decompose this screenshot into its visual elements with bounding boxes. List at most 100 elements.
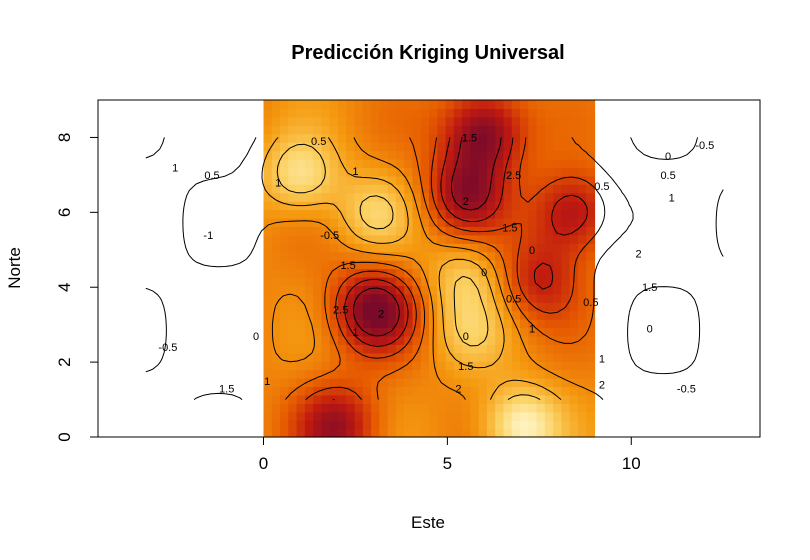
raster-cell xyxy=(511,327,521,337)
raster-cell xyxy=(379,420,389,430)
raster-cell xyxy=(304,327,314,337)
raster-cell xyxy=(379,116,389,126)
raster-cell xyxy=(470,260,480,270)
x-axis: 0 5 10 xyxy=(259,436,641,473)
raster-cell xyxy=(337,150,347,160)
raster-cell xyxy=(437,243,447,253)
raster-cell xyxy=(520,344,529,354)
raster-cell xyxy=(511,192,521,202)
raster-cell xyxy=(371,302,380,312)
raster-cell xyxy=(577,403,587,413)
raster-cell xyxy=(528,285,538,295)
raster-cell xyxy=(337,243,347,253)
raster-cell xyxy=(470,302,480,312)
raster-cell xyxy=(511,361,521,371)
raster-cell xyxy=(313,403,323,413)
raster-cell xyxy=(371,344,380,354)
x-tick-label: 10 xyxy=(622,454,641,473)
raster-cell xyxy=(395,394,405,404)
raster-cell xyxy=(313,226,323,236)
raster-cell xyxy=(520,268,529,278)
raster-cell xyxy=(280,293,289,303)
raster-cell xyxy=(387,403,397,413)
raster-cell xyxy=(304,335,314,345)
raster-cell xyxy=(544,403,554,413)
raster-cell xyxy=(429,378,438,388)
raster-cell xyxy=(553,310,562,320)
raster-cell xyxy=(280,116,289,126)
raster-cell xyxy=(362,302,372,312)
raster-cell xyxy=(445,335,455,345)
raster-cell xyxy=(536,133,546,143)
contour-label: 2 xyxy=(636,249,642,261)
raster-cell xyxy=(271,150,281,160)
raster-cell xyxy=(288,344,298,354)
raster-cell xyxy=(371,403,380,413)
raster-cell xyxy=(586,234,596,244)
raster-cell xyxy=(569,327,579,337)
raster-cell xyxy=(528,150,538,160)
raster-cell xyxy=(354,260,364,270)
raster-cell xyxy=(280,378,289,388)
raster-cell xyxy=(528,369,538,379)
raster-cell xyxy=(495,319,505,329)
raster-cell xyxy=(520,192,529,202)
raster-cell xyxy=(412,133,422,143)
raster-cell xyxy=(321,394,331,404)
raster-cell xyxy=(321,403,331,413)
raster-cell xyxy=(379,150,389,160)
raster-cell xyxy=(503,403,513,413)
raster-cell xyxy=(520,369,529,379)
raster-cell xyxy=(503,352,513,362)
raster-cell xyxy=(296,175,306,185)
raster-cell xyxy=(462,251,471,261)
raster-cell xyxy=(429,243,438,253)
contour-label: 1.5 xyxy=(642,282,657,294)
raster-cell xyxy=(280,411,289,421)
raster-cell xyxy=(429,201,438,211)
raster-cell xyxy=(536,361,546,371)
raster-cell xyxy=(395,184,405,194)
raster-cell xyxy=(553,108,562,118)
raster-cell xyxy=(412,192,422,202)
raster-cell xyxy=(470,276,480,286)
raster-cell xyxy=(271,192,281,202)
raster-cell xyxy=(528,217,538,227)
raster-cell xyxy=(346,226,356,236)
raster-cell xyxy=(478,386,488,396)
raster-cell xyxy=(437,344,447,354)
raster-cell xyxy=(354,327,364,337)
raster-cell xyxy=(478,142,488,152)
raster-cell xyxy=(511,411,521,421)
raster-cell xyxy=(462,335,471,345)
raster-cell xyxy=(304,175,314,185)
raster-cell xyxy=(371,116,380,126)
raster-cell xyxy=(379,310,389,320)
raster-cell xyxy=(362,344,372,354)
y-tick-label: 0 xyxy=(55,432,74,441)
raster-cell xyxy=(561,260,571,270)
raster-cell xyxy=(404,361,414,371)
raster-cell xyxy=(486,327,496,337)
raster-cell xyxy=(462,293,471,303)
raster-cell xyxy=(354,150,364,160)
raster-cell xyxy=(478,184,488,194)
prediction-raster xyxy=(263,100,596,438)
raster-cell xyxy=(561,150,571,160)
raster-cell xyxy=(420,386,430,396)
raster-cell xyxy=(429,133,438,143)
raster-cell xyxy=(553,276,562,286)
raster-cell xyxy=(429,411,438,421)
raster-cell xyxy=(412,420,422,430)
raster-cell xyxy=(569,260,579,270)
raster-cell xyxy=(263,260,273,270)
raster-cell xyxy=(296,192,306,202)
raster-cell xyxy=(337,217,347,227)
raster-cell xyxy=(486,319,496,329)
raster-cell xyxy=(379,260,389,270)
raster-cell xyxy=(429,142,438,152)
raster-cell xyxy=(362,234,372,244)
raster-cell xyxy=(561,201,571,211)
raster-cell xyxy=(321,226,331,236)
raster-cell xyxy=(453,175,463,185)
